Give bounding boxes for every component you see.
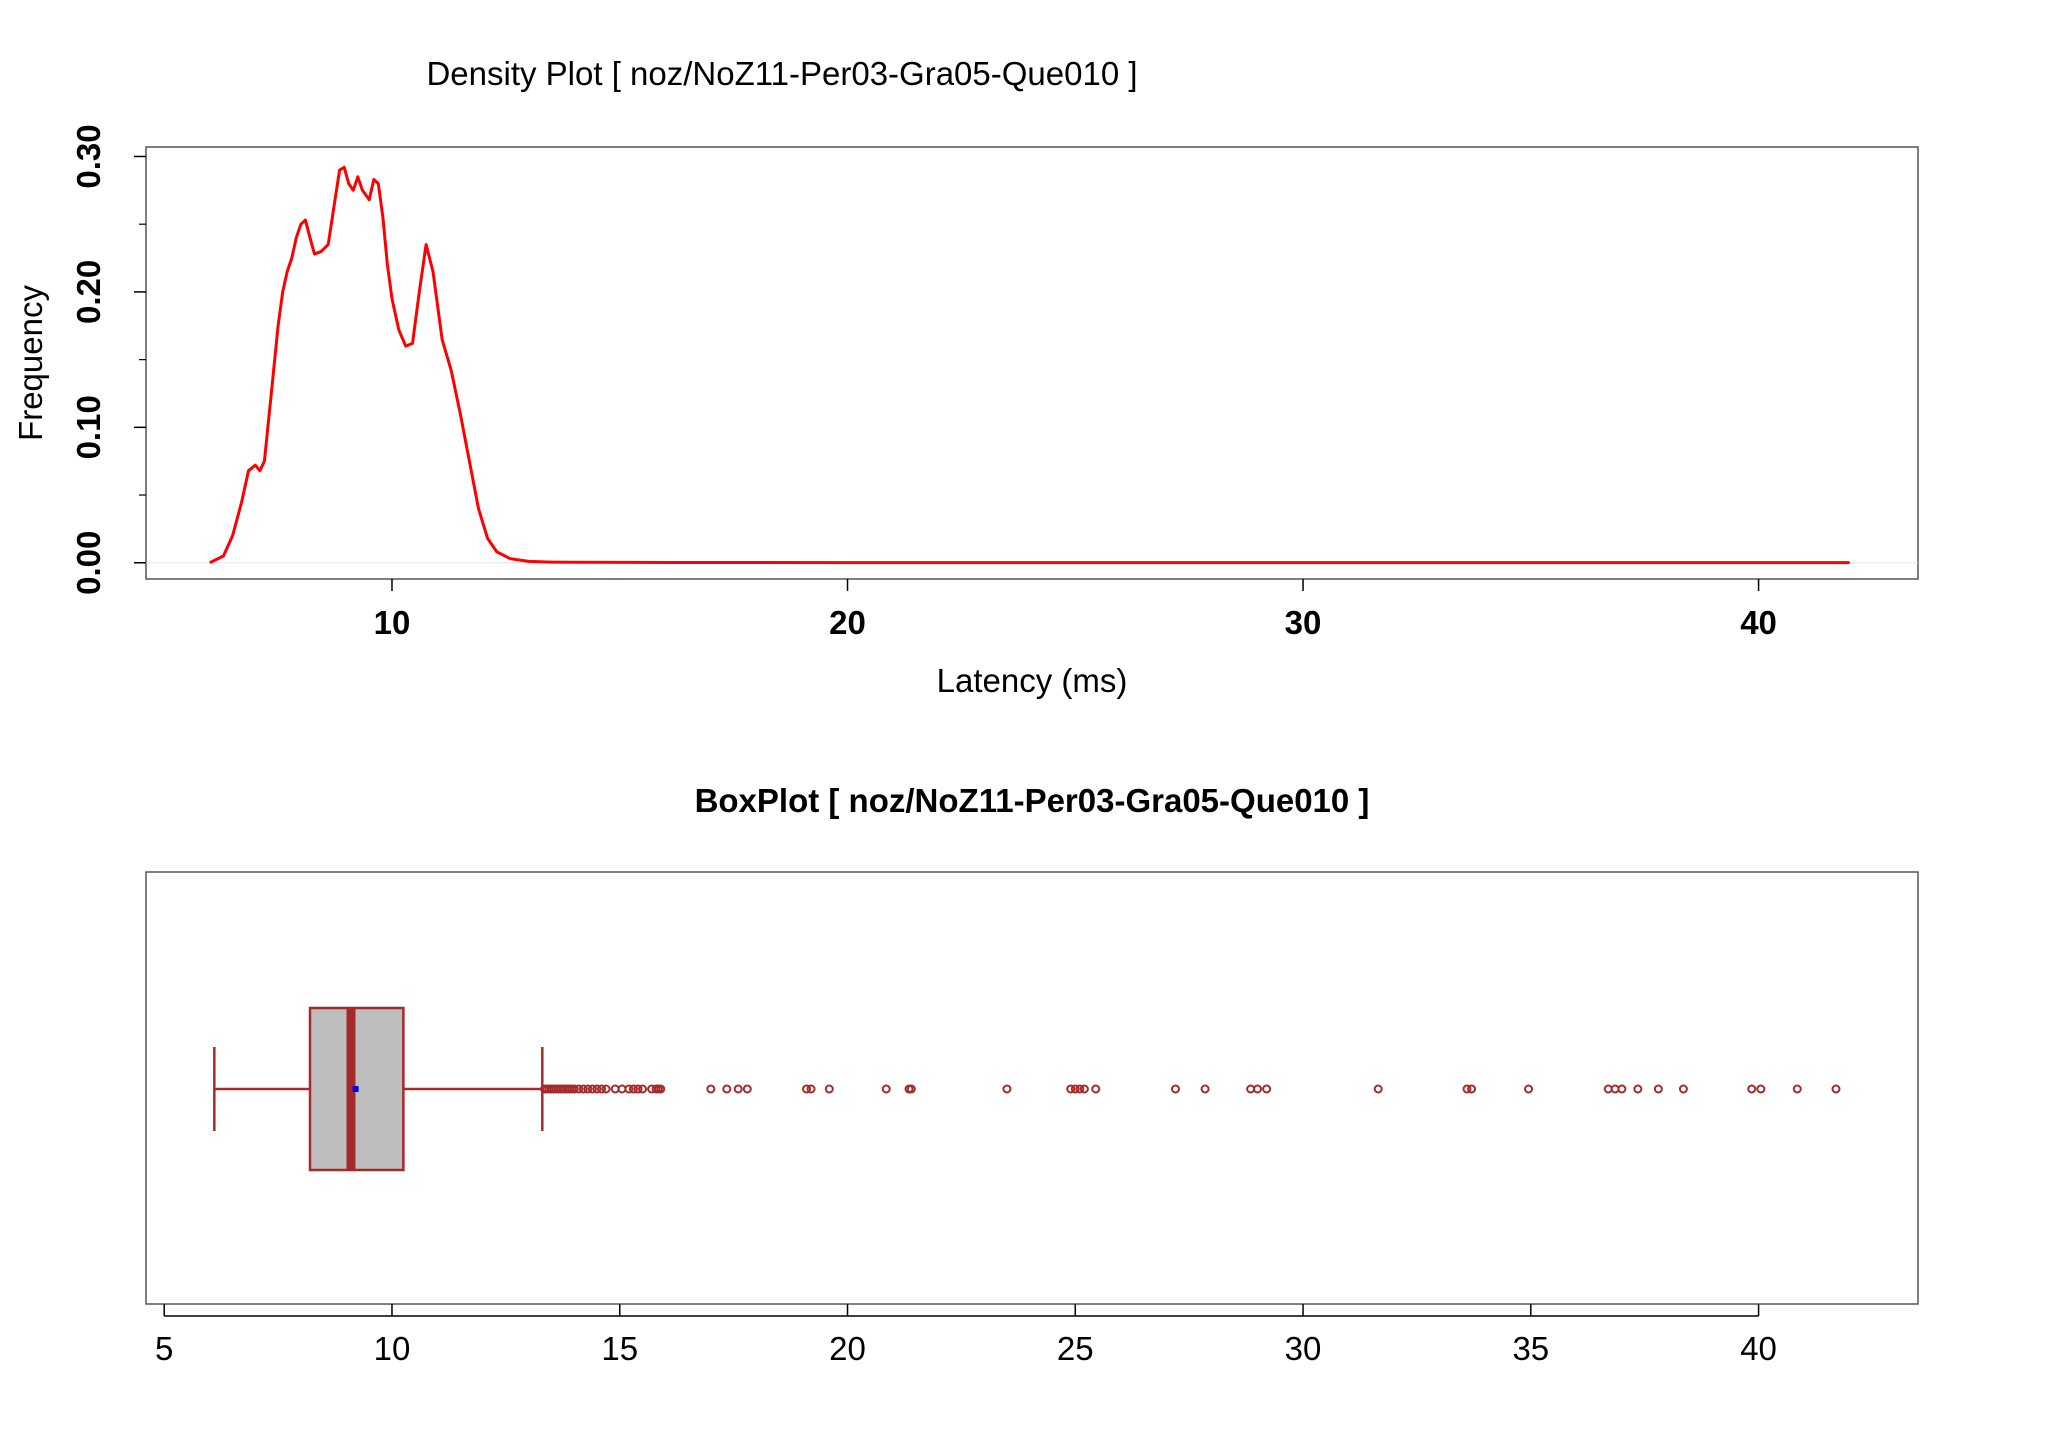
outlier-point — [1467, 1084, 1477, 1094]
outlier-point — [1002, 1084, 1012, 1094]
outlier-point — [824, 1084, 834, 1094]
box-panel: BoxPlot [ noz/NoZ11-Per03-Gra05-Que010 ]… — [145, 782, 1919, 1367]
interquartile-box — [308, 1006, 405, 1172]
outlier-point — [597, 1084, 607, 1094]
outlier-point — [1633, 1084, 1643, 1094]
outlier-point — [706, 1084, 716, 1094]
outlier-point — [624, 1084, 634, 1094]
box-x-tick-label: 35 — [1512, 1330, 1549, 1367]
outlier-point — [1079, 1084, 1089, 1094]
density-y-tick-label: 0.20 — [70, 260, 107, 324]
outlier-point — [578, 1084, 588, 1094]
density-x-tick-label: 20 — [829, 604, 866, 641]
outlier-point — [742, 1084, 752, 1094]
outlier-point — [1200, 1084, 1210, 1094]
outlier-point — [722, 1084, 732, 1094]
box-plot-frame — [145, 871, 1919, 1305]
outlier-point — [656, 1084, 666, 1094]
density-y-label: Frequency — [12, 285, 49, 441]
box-x-axis: 5 10 15 20 25 30 35 40 — [155, 1304, 1777, 1367]
outlier-point — [1756, 1084, 1766, 1094]
outlier-point — [638, 1084, 648, 1094]
outlier-point — [592, 1084, 602, 1094]
outlier-point — [1070, 1084, 1080, 1094]
outlier-point — [601, 1084, 611, 1094]
box-x-tick-label: 40 — [1740, 1330, 1777, 1367]
outlier-point — [1462, 1084, 1472, 1094]
outlier-point — [1747, 1084, 1757, 1094]
density-y-axis: 0.00 0.10 0.20 0.30 — [70, 124, 1918, 595]
outlier-point — [1075, 1084, 1085, 1094]
outlier-point — [733, 1084, 743, 1094]
outlier-point — [1524, 1084, 1534, 1094]
box-x-tick-label: 10 — [374, 1330, 411, 1367]
outlier-point — [1170, 1084, 1180, 1094]
density-curve — [209, 165, 1850, 565]
outlier-point — [1831, 1084, 1841, 1094]
box-x-tick-label: 5 — [155, 1330, 173, 1367]
density-title: Density Plot [ noz/NoZ11-Per03-Gra05-Que… — [426, 55, 1137, 92]
outlier-point — [628, 1084, 638, 1094]
density-panel: Density Plot [ noz/NoZ11-Per03-Gra05-Que… — [12, 55, 1919, 699]
outlier-point — [806, 1084, 816, 1094]
box-glyph — [213, 1006, 544, 1172]
outlier-point — [1373, 1084, 1383, 1094]
density-plot-frame — [145, 146, 1919, 580]
outlier-point — [1091, 1084, 1101, 1094]
outlier-point — [906, 1084, 916, 1094]
box-x-tick-label: 15 — [601, 1330, 638, 1367]
density-x-tick-label: 10 — [374, 604, 411, 641]
density-y-tick-label: 0.00 — [70, 531, 107, 595]
outlier-point — [633, 1084, 643, 1094]
outlier-point — [1653, 1084, 1663, 1094]
outlier-point — [1617, 1084, 1627, 1094]
outlier-point — [574, 1084, 584, 1094]
outlier-point — [1252, 1084, 1262, 1094]
box-x-tick-label: 25 — [1057, 1330, 1094, 1367]
density-x-axis: 10 20 30 40 — [374, 579, 1777, 641]
outlier-point — [1792, 1084, 1802, 1094]
density-x-tick-label: 30 — [1285, 604, 1322, 641]
outlier-point — [881, 1084, 891, 1094]
outlier-point — [1262, 1084, 1272, 1094]
density-x-tick-label: 40 — [1740, 604, 1777, 641]
outlier-point — [583, 1084, 593, 1094]
box-x-tick-label: 30 — [1285, 1330, 1322, 1367]
density-y-tick-label: 0.30 — [70, 124, 107, 188]
box-title: BoxPlot [ noz/NoZ11-Per03-Gra05-Que010 ] — [695, 782, 1370, 819]
box-x-tick-label: 20 — [829, 1330, 866, 1367]
density-x-label: Latency (ms) — [937, 662, 1128, 699]
density-y-tick-label: 0.10 — [70, 395, 107, 459]
mean-marker — [352, 1086, 359, 1092]
outlier-point — [1066, 1084, 1076, 1094]
outlier-point — [1678, 1084, 1688, 1094]
box-outliers — [540, 1084, 1841, 1094]
outlier-point — [569, 1084, 579, 1094]
outlier-point — [587, 1084, 597, 1094]
outlier-point — [802, 1084, 812, 1094]
